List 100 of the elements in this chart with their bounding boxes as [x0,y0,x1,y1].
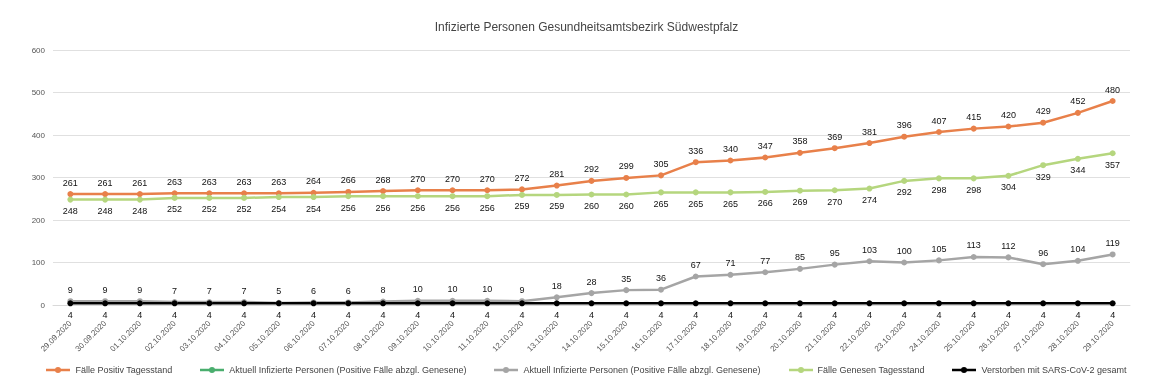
data-label: 256 [410,202,426,213]
point [762,269,769,276]
data-label: 305 [653,158,669,169]
data-label: 9 [137,284,143,295]
data-label: 4 [484,309,490,320]
point [623,174,630,181]
data-label: 261 [62,177,78,188]
point [970,175,977,182]
point [831,261,838,268]
point [796,300,803,307]
point [449,187,456,194]
legend-label: Aktuell Infizierte Personen (Positive Fälle abzgl. Genesene) [229,365,467,375]
point [136,191,143,198]
point [657,189,664,196]
data-label: 269 [792,197,808,208]
data-label: 6 [345,285,351,296]
data-label: 344 [1070,165,1086,176]
point [762,300,769,307]
data-label: 4 [588,309,595,320]
point [970,253,977,260]
legend-label: Aktuell Infizierte Personen (Positive Fälle abzgl. Genesene) [523,365,761,375]
y-tick-label: 400 [31,130,46,140]
data-label: 358 [792,136,808,147]
legend-label: Fälle Positiv Tagesstand [75,365,173,375]
y-tick-label: 300 [31,173,46,182]
data-label: 4 [1040,309,1046,320]
data-label: 340 [722,144,738,154]
data-label: 429 [1035,106,1051,117]
data-label: 274 [861,195,877,206]
data-label: 4 [415,309,421,320]
data-label: 7 [172,285,178,296]
data-label: 265 [722,198,738,209]
point [866,258,873,265]
point [1074,300,1081,307]
data-label: 270 [479,173,495,184]
point [692,159,699,166]
point [935,300,942,307]
point [553,294,560,301]
point [901,300,908,307]
point [1040,162,1047,169]
data-label: 4 [1075,309,1081,320]
point [380,193,387,200]
data-label: 113 [966,240,981,251]
data-label: 4 [345,309,351,320]
data-label: 7 [241,285,247,296]
data-label: 4 [901,309,907,320]
data-label: 85 [794,252,805,263]
point [519,191,526,198]
data-label: 10 [447,284,458,295]
point [449,193,456,200]
data-label: 105 [931,243,947,254]
data-label: 298 [931,184,947,195]
point [692,189,699,196]
point [901,133,908,140]
point [588,191,595,198]
data-label: 268 [375,174,391,185]
point [970,125,977,132]
point [866,185,873,192]
data-label: 292 [583,164,600,175]
point [1040,300,1047,307]
data-label: 270 [445,173,461,184]
data-label: 266 [757,198,773,209]
data-label: 265 [653,198,669,209]
data-label: 263 [236,176,252,187]
point [1074,109,1081,116]
data-label: 8 [380,285,386,296]
data-label: 10 [482,284,493,295]
point [935,129,942,136]
data-label: 28 [586,276,597,287]
data-label: 252 [236,204,252,215]
point [796,265,803,272]
point [67,196,74,203]
point [171,194,178,201]
legend-label: Fälle Genesen Tagesstand [817,365,925,375]
data-label: 4 [832,309,838,320]
point [831,187,838,194]
point [67,191,74,198]
point [796,149,803,156]
data-label: 4 [936,309,942,320]
data-label: 4 [693,309,699,320]
point [345,193,352,200]
point [1074,257,1081,264]
data-label: 304 [1000,182,1016,193]
data-label: 292 [896,187,912,198]
data-label: 4 [1005,309,1011,320]
data-label: 4 [206,309,212,320]
data-label: 260 [583,201,600,211]
point [1074,155,1081,162]
data-label: 347 [757,141,773,152]
point [657,286,664,293]
data-label: 270 [827,196,843,207]
data-label: 259 [514,201,530,212]
point [414,193,421,200]
data-label: 71 [725,258,736,269]
data-label: 256 [445,202,461,213]
point [727,189,734,196]
point [623,287,630,294]
point [553,191,560,198]
point [102,191,109,198]
data-label: 9 [519,284,525,295]
